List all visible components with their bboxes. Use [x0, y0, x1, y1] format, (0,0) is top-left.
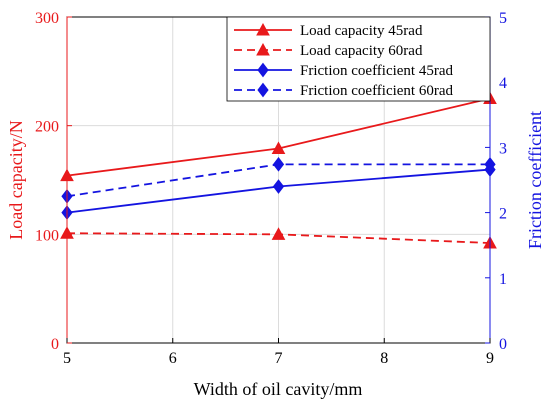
series-layer — [60, 91, 497, 249]
x-axis-label: Width of oil cavity/mm — [194, 379, 363, 399]
x-tick-label: 9 — [486, 350, 494, 367]
x-tick-label: 6 — [169, 350, 177, 367]
left-tick-label: 300 — [35, 10, 59, 27]
data-point — [271, 141, 286, 154]
x-tick-label: 8 — [380, 350, 388, 367]
legend-label: Load capacity 60rad — [300, 43, 423, 59]
legend-marker — [256, 22, 270, 36]
x-tick-label: 7 — [275, 350, 283, 367]
legend-marker — [257, 62, 269, 78]
right-tick-label: 3 — [499, 140, 507, 157]
legend-box — [226, 16, 491, 102]
right-axis-label: Friction coefficient — [525, 111, 545, 249]
left-axis-label: Load capacity/N — [6, 120, 26, 239]
data-point — [272, 179, 285, 194]
right-tick-label: 0 — [499, 336, 507, 353]
series-4 — [61, 157, 496, 204]
left-tick-label: 0 — [51, 336, 59, 353]
left-tick-label: 200 — [35, 119, 59, 136]
legend-label: Friction coefficient 45rad — [300, 63, 454, 79]
right-tick-label: 2 — [499, 206, 507, 223]
left-tick-label: 100 — [35, 227, 59, 244]
right-tick-label: 1 — [499, 271, 507, 288]
legend-marker — [256, 42, 270, 56]
right-tick-label: 5 — [499, 10, 507, 27]
legend-label: Friction coefficient 60rad — [300, 83, 454, 99]
right-tick-label: 4 — [499, 75, 507, 92]
data-point — [271, 227, 286, 240]
legend-label: Load capacity 45rad — [300, 23, 423, 39]
x-tick-label: 5 — [63, 350, 71, 367]
legend-marker — [257, 82, 269, 98]
legend: Load capacity 45rad Load capacity 60rad Fr… — [226, 16, 491, 102]
data-point — [272, 157, 285, 172]
